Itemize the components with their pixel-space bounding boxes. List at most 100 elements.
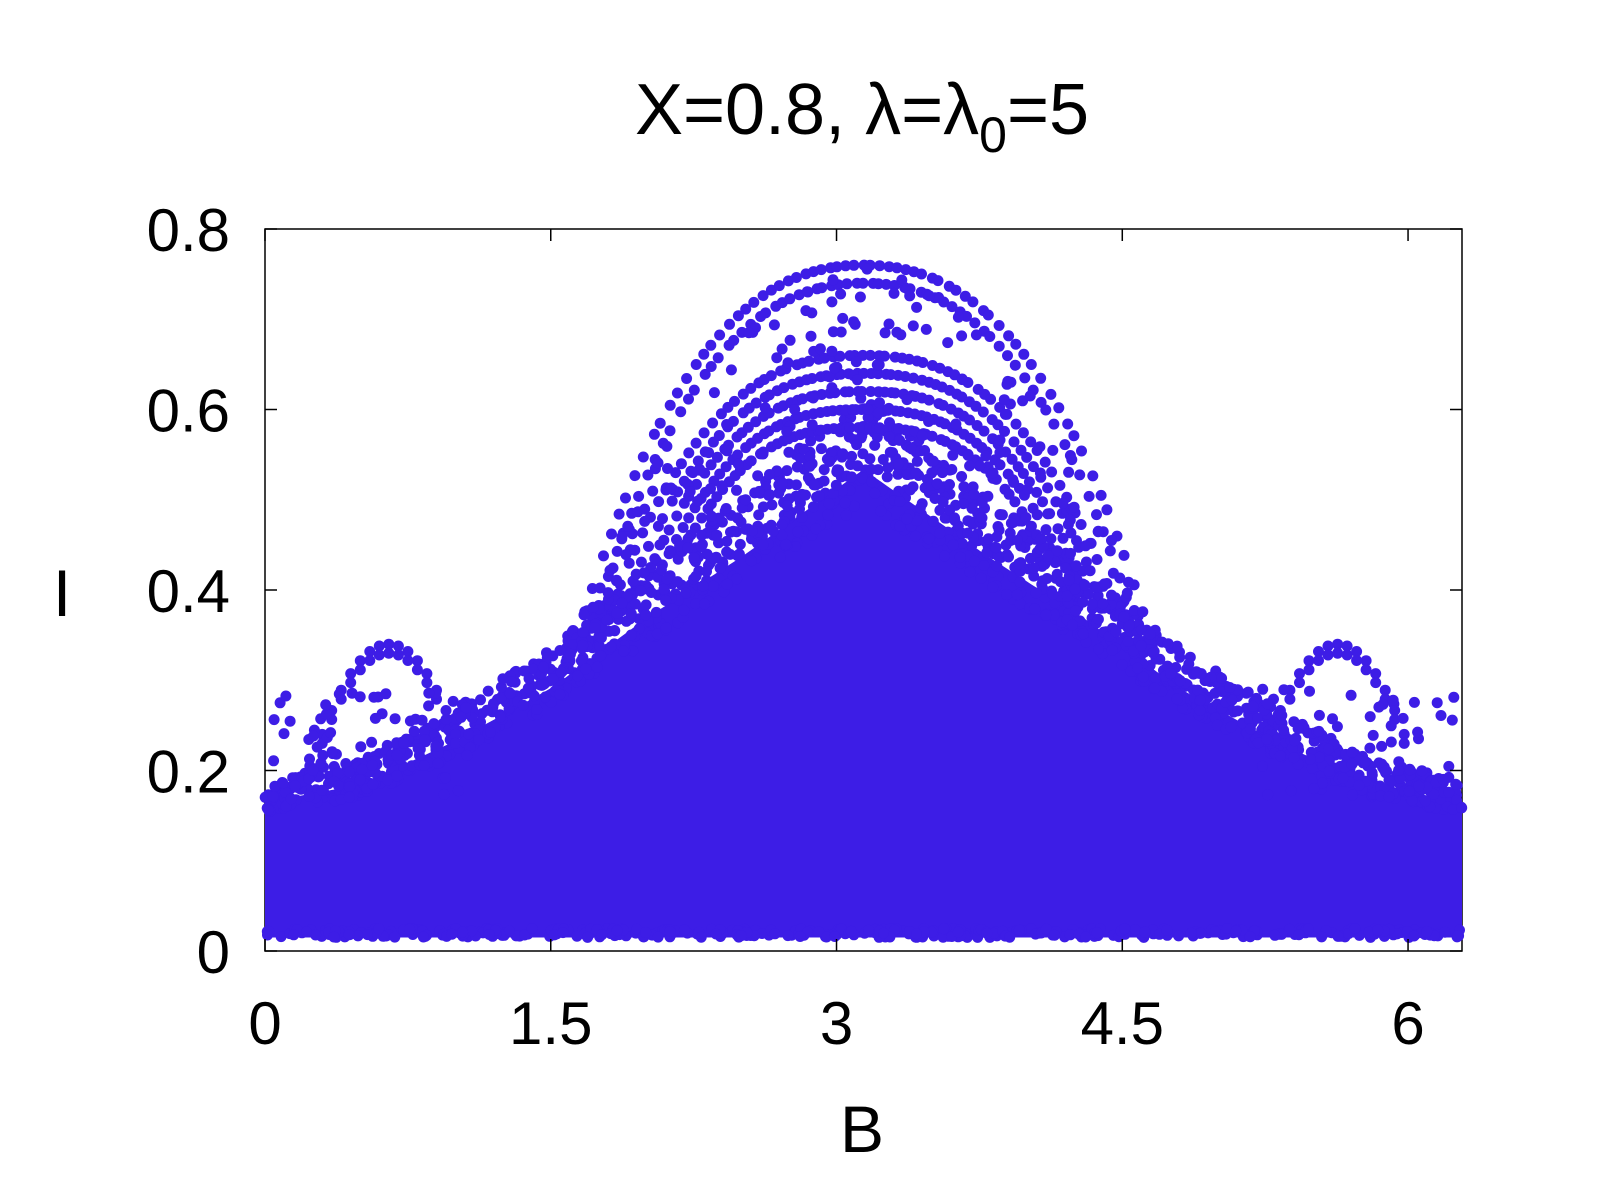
scatter-point — [851, 374, 863, 386]
scatter-point — [1065, 547, 1076, 559]
scatter-point — [731, 512, 743, 524]
scatter-point — [1421, 781, 1433, 793]
scatter-point — [1045, 533, 1057, 545]
scatter-point — [1221, 923, 1233, 934]
scatter-point — [1322, 640, 1334, 652]
scatter-point — [725, 364, 737, 376]
scatter-point — [1051, 545, 1063, 557]
scatter-point — [601, 614, 613, 626]
scatter-point — [1284, 923, 1296, 935]
scatter-point — [689, 522, 701, 534]
scatter-point — [714, 562, 726, 574]
scatter-point — [933, 292, 945, 303]
scatter-point — [1083, 490, 1095, 502]
scatter-point — [1404, 764, 1416, 776]
scatter-point — [803, 355, 815, 367]
scatter-point — [969, 317, 981, 329]
scatter-point — [1008, 436, 1020, 448]
scatter-point — [631, 923, 643, 935]
scatter-point — [1416, 765, 1428, 777]
scatter-point — [716, 480, 728, 492]
scatter-point — [874, 397, 885, 409]
scatter-point — [1288, 752, 1300, 764]
scatter-point — [1349, 923, 1361, 934]
scatter-point — [1077, 628, 1089, 640]
scatter-point — [789, 541, 801, 552]
scatter-point — [1005, 517, 1017, 529]
scatter-point — [815, 264, 827, 276]
scatter-point — [893, 458, 905, 470]
scatter-point — [664, 425, 676, 437]
scatter-point — [906, 443, 918, 455]
scatter-point — [937, 496, 949, 508]
scatter-point — [611, 607, 623, 619]
scatter-point — [1313, 655, 1324, 666]
scatter-point — [1302, 923, 1314, 935]
scatter-point — [681, 373, 693, 384]
scatter-point — [826, 345, 838, 357]
scatter-point — [879, 327, 891, 339]
scatter-point — [734, 538, 746, 550]
scatter-point — [404, 923, 416, 935]
x-tick-label: 1.5 — [509, 990, 592, 1057]
scatter-point — [582, 931, 594, 943]
scatter-point — [642, 469, 654, 481]
scatter-point — [333, 688, 345, 700]
scatter-point — [1047, 588, 1059, 600]
scatter-point — [605, 641, 617, 653]
scatter-point — [310, 929, 322, 941]
scatter-point — [1431, 697, 1443, 709]
scatter-point — [994, 447, 1006, 458]
scatter-point — [783, 446, 795, 458]
scatter-point — [263, 804, 275, 816]
scatter-point — [1104, 545, 1116, 557]
scatter-point — [277, 777, 289, 789]
scatter-point — [1303, 655, 1315, 667]
chart-title-subscript: 0 — [979, 107, 1007, 163]
scatter-point — [982, 490, 994, 502]
scatter-point — [1383, 791, 1395, 803]
scatter-point — [861, 263, 873, 275]
scatter-point — [326, 746, 338, 758]
scatter-point — [1067, 619, 1078, 631]
scatter-point — [1139, 926, 1151, 938]
scatter-point — [440, 705, 452, 716]
scatter-point — [1018, 348, 1030, 360]
scatter-point — [735, 930, 747, 942]
scatter-point — [743, 327, 755, 339]
scatter-point — [1332, 647, 1344, 659]
scatter-point — [888, 287, 900, 299]
scatter-point — [966, 502, 978, 514]
scatter-point — [392, 640, 404, 652]
scatter-point — [557, 927, 569, 939]
scatter-point — [649, 553, 661, 565]
scatter-point — [834, 350, 846, 362]
scatter-point — [672, 576, 683, 588]
scatter-point — [714, 329, 726, 341]
scatter-point — [992, 521, 1004, 532]
scatter-point — [956, 330, 968, 342]
scatter-point — [919, 445, 931, 456]
scatter-point — [317, 749, 329, 761]
scatter-point — [805, 330, 817, 342]
scatter-point — [846, 471, 858, 483]
scatter-point — [1419, 795, 1431, 807]
scatter-point — [1025, 359, 1037, 370]
scatter-point — [800, 489, 811, 501]
scatter-point — [1261, 698, 1273, 710]
scatter-point — [275, 931, 287, 943]
scatter-point — [810, 523, 822, 535]
scatter-point — [904, 484, 916, 496]
scatter-point — [996, 509, 1008, 521]
scatter-point — [1066, 454, 1078, 466]
scatter-point — [1191, 667, 1203, 679]
scatter-point — [1351, 646, 1363, 657]
scatter-point — [1261, 733, 1273, 745]
scatter-point — [666, 495, 678, 507]
scatter-point — [504, 688, 516, 699]
scatter-point — [595, 650, 607, 662]
scatter-point — [1317, 777, 1328, 789]
scatter-point — [1294, 668, 1305, 680]
scatter-point — [440, 714, 452, 725]
